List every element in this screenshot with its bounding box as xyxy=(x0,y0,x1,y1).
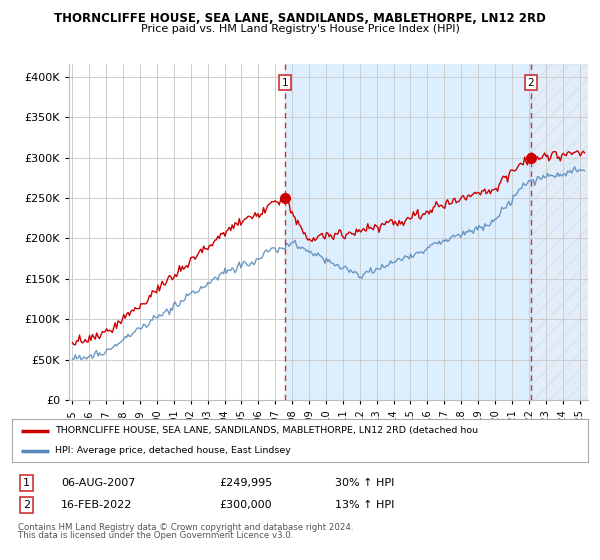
Text: £249,995: £249,995 xyxy=(220,478,272,488)
Text: 13% ↑ HPI: 13% ↑ HPI xyxy=(335,500,394,510)
Text: 2: 2 xyxy=(23,500,30,510)
Bar xyxy=(285,64,531,400)
Text: This data is licensed under the Open Government Licence v3.0.: This data is licensed under the Open Gov… xyxy=(18,531,293,540)
Text: 16-FEB-2022: 16-FEB-2022 xyxy=(61,500,133,510)
Text: 06-AUG-2007: 06-AUG-2007 xyxy=(61,478,136,488)
Bar xyxy=(531,64,600,400)
Text: 30% ↑ HPI: 30% ↑ HPI xyxy=(335,478,394,488)
Text: HPI: Average price, detached house, East Lindsey: HPI: Average price, detached house, East… xyxy=(55,446,291,455)
Text: Price paid vs. HM Land Registry's House Price Index (HPI): Price paid vs. HM Land Registry's House … xyxy=(140,24,460,34)
Text: 1: 1 xyxy=(282,78,289,88)
Text: THORNCLIFFE HOUSE, SEA LANE, SANDILANDS, MABLETHORPE, LN12 2RD: THORNCLIFFE HOUSE, SEA LANE, SANDILANDS,… xyxy=(54,12,546,25)
Text: 2: 2 xyxy=(527,78,534,88)
Text: THORNCLIFFE HOUSE, SEA LANE, SANDILANDS, MABLETHORPE, LN12 2RD (detached hou: THORNCLIFFE HOUSE, SEA LANE, SANDILANDS,… xyxy=(55,426,478,436)
Text: Contains HM Land Registry data © Crown copyright and database right 2024.: Contains HM Land Registry data © Crown c… xyxy=(18,522,353,531)
Text: £300,000: £300,000 xyxy=(220,500,272,510)
Text: 1: 1 xyxy=(23,478,30,488)
